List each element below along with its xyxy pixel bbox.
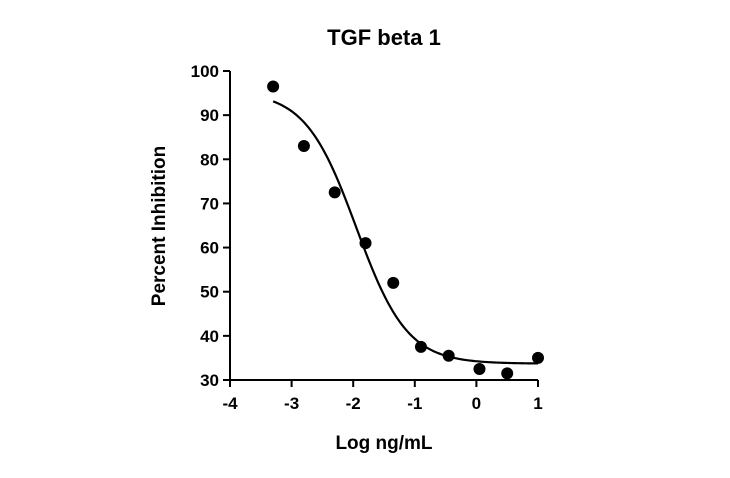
- data-points: [267, 80, 544, 380]
- chart-title: TGF beta 1: [327, 25, 441, 50]
- x-tick-label: -2: [346, 394, 361, 413]
- fit-curve: [272, 100, 539, 365]
- x-tick-label: 1: [533, 394, 542, 413]
- data-point: [297, 140, 310, 153]
- x-tick-label: 0: [472, 394, 481, 413]
- y-tick-label: 30: [200, 371, 219, 390]
- data-point: [359, 237, 372, 250]
- y-tick-label: 60: [200, 239, 219, 258]
- x-tick-label: -4: [222, 394, 238, 413]
- y-tick-label: 90: [200, 106, 219, 125]
- x-tick-label: -1: [407, 394, 422, 413]
- y-ticks: 30 40 50 60 70 80 90 100: [191, 62, 230, 390]
- y-axis-label: Percent Inhibition: [149, 146, 170, 306]
- x-tick-label: -3: [284, 394, 299, 413]
- y-tick-label: 40: [200, 327, 219, 346]
- y-tick-label: 50: [200, 283, 219, 302]
- y-tick-label: 100: [191, 62, 219, 81]
- data-point: [473, 362, 486, 375]
- y-tick-label: 70: [200, 194, 219, 213]
- y-tick-label: 80: [200, 150, 219, 169]
- data-point: [414, 340, 427, 353]
- data-point: [442, 349, 455, 362]
- data-point: [328, 186, 341, 199]
- data-point: [267, 80, 280, 93]
- data-point: [501, 367, 514, 380]
- x-axis-label: Log ng/mL: [335, 433, 432, 454]
- x-ticks: -4 -3 -2 -1 0 1: [222, 380, 543, 413]
- data-point: [387, 276, 400, 289]
- data-point: [532, 351, 544, 364]
